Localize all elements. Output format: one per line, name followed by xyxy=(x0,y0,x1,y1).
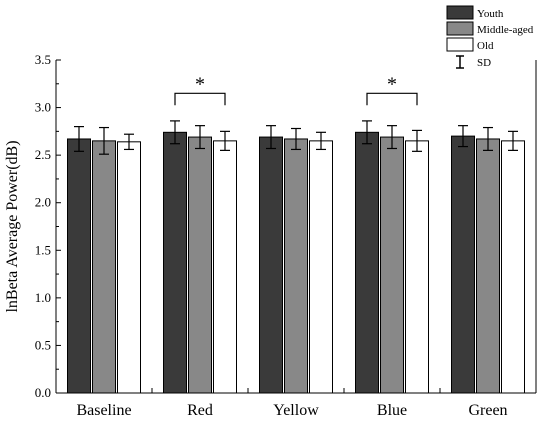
bar-middle-aged-yellow xyxy=(284,138,308,394)
bars xyxy=(67,131,525,394)
bar-youth-red xyxy=(163,131,187,394)
x-category-label: Yellow xyxy=(273,402,319,419)
legend-swatch xyxy=(446,21,474,36)
axes: 0.0 0.5 1.0 1.5 2.0 2.5 3.0 3.5 lnBeta Average P… xyxy=(4,52,537,419)
error-bars xyxy=(74,120,518,155)
legend-label: Old xyxy=(477,40,494,52)
bar-old-baseline xyxy=(117,141,141,394)
bar-middle-aged-baseline xyxy=(92,140,116,394)
legend-label: Middle-aged xyxy=(477,24,534,36)
x-category-label: Baseline xyxy=(76,402,131,419)
y-tick-label: 2.0 xyxy=(35,195,51,210)
y-tick-label: 3.5 xyxy=(35,52,51,67)
y-tick-label: 0.0 xyxy=(35,385,51,400)
bar-old-red xyxy=(213,140,237,394)
legend-label: Youth xyxy=(477,8,504,20)
bar-middle-aged-red xyxy=(188,136,212,394)
bar-youth-blue xyxy=(355,131,379,394)
x-category-label: Blue xyxy=(377,402,407,419)
bar-youth-baseline xyxy=(67,138,91,394)
bar-middle-aged-green xyxy=(476,138,500,394)
bar-old-yellow xyxy=(309,140,333,394)
y-axis-title: lnBeta Average Power(dB) xyxy=(4,140,21,312)
significance-star: * xyxy=(195,73,205,95)
significance-star: * xyxy=(387,73,397,95)
legend-swatch xyxy=(446,5,474,20)
significance-bracket xyxy=(174,92,226,106)
bar-old-green xyxy=(501,140,525,394)
significance-markers: * * xyxy=(174,73,418,106)
legend: Youth Middle-aged Old SD xyxy=(446,5,534,69)
y-tick-label: 2.5 xyxy=(35,147,51,162)
y-tick-label: 1.0 xyxy=(35,290,51,305)
legend-swatch xyxy=(446,37,474,52)
y-tick-label: 1.5 xyxy=(35,242,51,257)
bar-youth-green xyxy=(451,135,475,394)
x-category-label: Green xyxy=(468,402,507,419)
x-category-label: Red xyxy=(187,402,213,419)
legend-sd-label: SD xyxy=(477,57,491,69)
significance-bracket xyxy=(366,92,418,106)
bar-youth-yellow xyxy=(259,136,283,394)
y-tick-label: 0.5 xyxy=(35,337,51,352)
bar-old-blue xyxy=(405,140,429,394)
bar-middle-aged-blue xyxy=(380,136,404,394)
y-tick-label: 3.0 xyxy=(35,100,51,115)
